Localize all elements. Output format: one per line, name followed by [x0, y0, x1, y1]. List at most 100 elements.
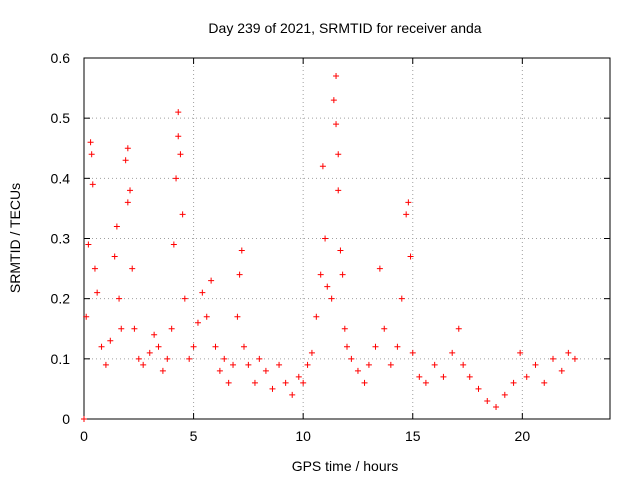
data-point: [348, 355, 355, 362]
data-point: [91, 265, 98, 272]
data-point: [405, 199, 412, 206]
data-point: [190, 343, 197, 350]
data-point: [466, 373, 473, 380]
data-point: [484, 397, 491, 404]
chart-title: Day 239 of 2021, SRMTID for receiver and…: [208, 20, 481, 36]
y-tick-label: 0.1: [51, 351, 71, 367]
data-point: [398, 295, 405, 302]
data-point: [308, 349, 315, 356]
data-point: [87, 139, 94, 146]
data-point: [107, 337, 114, 344]
data-point: [111, 253, 118, 260]
y-axis-label: SRMTID / TECUs: [7, 183, 23, 293]
data-point: [333, 121, 340, 128]
data-point: [256, 355, 263, 362]
data-point: [335, 151, 342, 158]
data-point: [493, 403, 500, 410]
data-point: [409, 349, 416, 356]
data-point: [175, 133, 182, 140]
data-point: [124, 145, 131, 152]
data-point: [129, 265, 136, 272]
data-points: [81, 73, 578, 422]
data-point: [118, 325, 125, 332]
data-point: [295, 373, 302, 380]
data-point: [365, 361, 372, 368]
data-point: [431, 361, 438, 368]
data-point: [81, 416, 87, 422]
y-tick-label: 0.4: [51, 170, 71, 186]
data-point: [313, 313, 320, 320]
data-point: [175, 109, 182, 116]
data-point: [523, 373, 530, 380]
data-point: [212, 343, 219, 350]
data-point: [328, 295, 335, 302]
x-axis-label: GPS time / hours: [292, 458, 399, 474]
data-point: [168, 325, 175, 332]
data-point: [394, 343, 401, 350]
data-point: [199, 289, 206, 296]
y-tick-label: 0: [62, 411, 70, 427]
x-tick-label: 15: [405, 428, 421, 444]
data-point: [194, 319, 201, 326]
x-tick-label: 10: [295, 428, 311, 444]
data-point: [151, 331, 158, 338]
data-point: [164, 355, 171, 362]
grid: [84, 58, 610, 419]
data-point: [282, 379, 289, 386]
data-point: [131, 325, 138, 332]
data-point: [135, 355, 142, 362]
data-point: [225, 379, 232, 386]
data-point: [339, 271, 346, 278]
data-point: [532, 361, 539, 368]
data-point: [304, 361, 311, 368]
data-point: [179, 211, 186, 218]
data-point: [113, 223, 120, 230]
axis-ticks: 0 0.1 0.2 0.3 0.4 0.5 0.6 0 5 10 15 20: [51, 50, 610, 444]
data-point: [455, 325, 462, 332]
data-point: [449, 349, 456, 356]
data-point: [361, 379, 368, 386]
data-point: [341, 325, 348, 332]
data-point: [475, 385, 482, 392]
data-point: [251, 379, 258, 386]
data-point: [322, 235, 329, 242]
data-point: [571, 355, 578, 362]
data-point: [335, 187, 342, 194]
data-point: [354, 367, 361, 374]
data-point: [510, 379, 517, 386]
data-point: [124, 199, 131, 206]
data-point: [372, 343, 379, 350]
data-point: [381, 325, 388, 332]
y-tick-label: 0.5: [51, 110, 71, 126]
data-point: [85, 241, 92, 248]
data-point: [155, 343, 162, 350]
data-point: [89, 181, 96, 188]
data-point: [245, 361, 252, 368]
data-point: [122, 157, 129, 164]
data-point: [102, 361, 109, 368]
data-point: [216, 367, 223, 374]
data-point: [177, 151, 184, 158]
data-point: [541, 379, 548, 386]
data-point: [558, 367, 565, 374]
y-tick-label: 0.6: [51, 50, 71, 66]
data-point: [407, 253, 414, 260]
data-point: [186, 355, 193, 362]
data-point: [238, 247, 245, 254]
data-point: [440, 373, 447, 380]
data-point: [116, 295, 123, 302]
data-point: [159, 367, 166, 374]
y-tick-label: 0.3: [51, 231, 71, 247]
data-point: [422, 379, 429, 386]
data-point: [236, 271, 243, 278]
data-point: [276, 361, 283, 368]
data-point: [300, 379, 307, 386]
data-point: [319, 163, 326, 170]
data-point: [98, 343, 105, 350]
data-point: [344, 343, 350, 350]
data-point: [416, 373, 423, 380]
x-tick-label: 5: [190, 428, 198, 444]
data-point: [460, 361, 467, 368]
x-tick-label: 20: [515, 428, 531, 444]
